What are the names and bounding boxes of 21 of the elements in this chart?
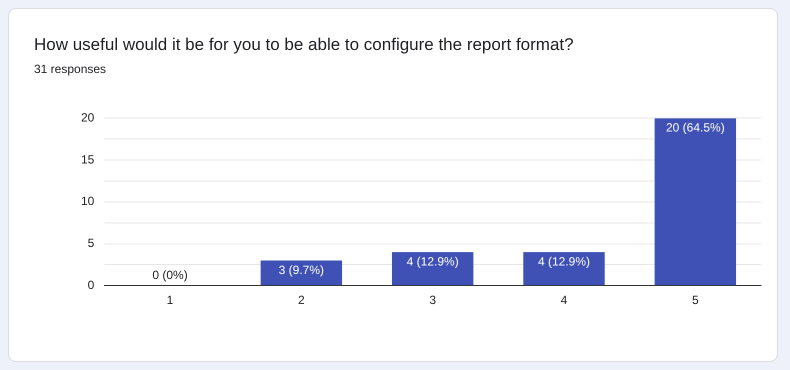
y-tick-label: 15	[80, 152, 95, 166]
x-tick-label: 2	[298, 293, 305, 308]
y-tick-label: 20	[80, 110, 95, 125]
y-tick-label: 0	[88, 278, 95, 292]
data-label: 20 (64.5%)	[666, 120, 725, 135]
chart-title: How useful would it be for you to be able to configure the report format?	[34, 35, 574, 55]
y-tick-label: 5	[88, 236, 95, 250]
x-tick-label: 5	[692, 293, 699, 308]
chart-subtitle: 31 responses	[34, 62, 106, 76]
bar	[654, 118, 736, 286]
data-label: 4 (12.9%)	[406, 254, 459, 268]
y-tick-label: 10	[80, 194, 95, 208]
data-label: 0 (0%)	[152, 268, 188, 282]
bar	[523, 252, 605, 286]
x-tick-label: 4	[560, 293, 568, 308]
bar	[260, 260, 342, 286]
bar	[392, 252, 474, 286]
data-label: 3 (9.7%)	[278, 262, 324, 277]
x-tick-label: 3	[429, 293, 436, 308]
x-tick-label: 1	[166, 293, 174, 308]
data-label: 4 (12.9%)	[538, 254, 590, 268]
